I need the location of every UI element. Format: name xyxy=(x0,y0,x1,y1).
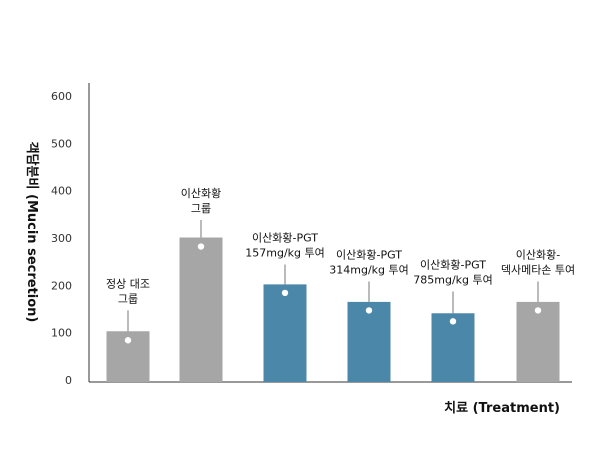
category-label: 이산화황-PGT xyxy=(336,249,402,262)
y-tick-label: 100 xyxy=(51,327,72,340)
data-point xyxy=(281,289,289,297)
y-tick-label: 200 xyxy=(51,279,72,292)
y-tick-label: 400 xyxy=(51,185,72,198)
category-label: 이산화황 xyxy=(181,187,221,200)
y-axis-title: 객담분비 (Mucin secretion) xyxy=(24,142,40,323)
data-point xyxy=(534,307,542,314)
data-point xyxy=(449,318,457,325)
bar xyxy=(516,301,560,382)
category-label: 그룹 xyxy=(118,292,138,305)
category-label: 이산화황-PGT xyxy=(420,258,486,271)
category-label: 덱사메타손 투여 xyxy=(501,264,575,277)
category-label: 314mg/kg 투여 xyxy=(329,264,409,277)
category-label: 785mg/kg 투여 xyxy=(413,273,493,286)
bar xyxy=(179,237,223,382)
chart-axes xyxy=(88,83,572,383)
bar xyxy=(347,301,391,382)
data-point xyxy=(365,307,373,314)
category-label: 그룹 xyxy=(191,202,211,215)
data-point xyxy=(197,243,205,250)
y-tick-label: 500 xyxy=(51,137,72,150)
category-label: 157mg/kg 투여 xyxy=(245,247,325,260)
bar xyxy=(263,284,307,382)
bars xyxy=(106,220,560,382)
x-axis-title: 치료 (Treatment) xyxy=(444,400,560,416)
category-label: 이산화황- xyxy=(516,249,560,262)
data-point xyxy=(124,337,132,344)
y-tick-label: 600 xyxy=(51,90,72,103)
y-tick-label: 0 xyxy=(65,374,72,387)
category-label: 이산화황-PGT xyxy=(252,232,318,245)
y-axis-ticks: 0 100 200 300 400 500 600 xyxy=(51,90,72,387)
bar xyxy=(431,313,475,382)
y-tick-label: 300 xyxy=(51,232,72,245)
category-label: 정상 대조 xyxy=(106,277,150,290)
